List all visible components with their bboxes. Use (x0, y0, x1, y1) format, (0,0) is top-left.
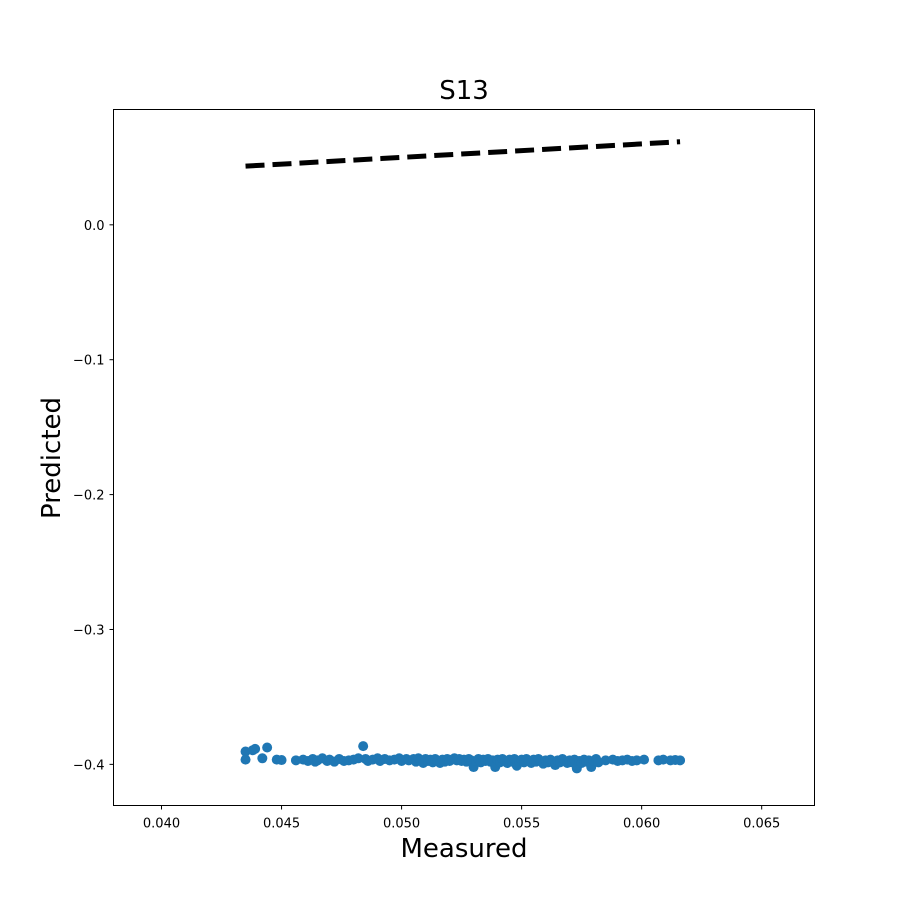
chart-title: S13 (439, 76, 489, 106)
y-axis-label: Predicted (37, 397, 67, 519)
x-axis-label: Measured (400, 834, 527, 864)
data-point (358, 741, 369, 752)
x-tick-label: 0.060 (623, 817, 660, 832)
x-tick-label: 0.050 (383, 817, 420, 832)
data-point (276, 755, 287, 766)
data-point (639, 754, 650, 765)
data-point (658, 754, 669, 765)
y-tick-label: −0.2 (73, 489, 105, 504)
y-tick-label: 0.0 (84, 219, 105, 234)
data-point (353, 753, 364, 764)
x-tick-label: 0.065 (743, 817, 780, 832)
data-point (240, 754, 251, 765)
y-tick-label: −0.3 (73, 623, 105, 638)
data-point (290, 755, 301, 766)
axes-frame (113, 109, 815, 806)
x-axis-ticks: 0.040 0.045 0.050 0.055 0.060 0.065 (143, 805, 780, 832)
data-point (257, 753, 268, 764)
plot-layer (240, 139, 686, 774)
data-point (262, 742, 273, 753)
data-point (600, 755, 611, 766)
y-tick-label: −0.4 (73, 758, 105, 773)
y-axis-ticks: 0.0 −0.1 −0.2 −0.3 −0.4 (73, 219, 114, 773)
y-tick-label: −0.1 (73, 354, 105, 369)
data-point (631, 755, 642, 766)
x-tick-label: 0.040 (143, 817, 180, 832)
data-point (250, 743, 261, 754)
x-tick-label: 0.055 (503, 817, 540, 832)
x-tick-label: 0.045 (263, 817, 300, 832)
reference-line (245, 139, 681, 169)
data-point (675, 755, 686, 766)
